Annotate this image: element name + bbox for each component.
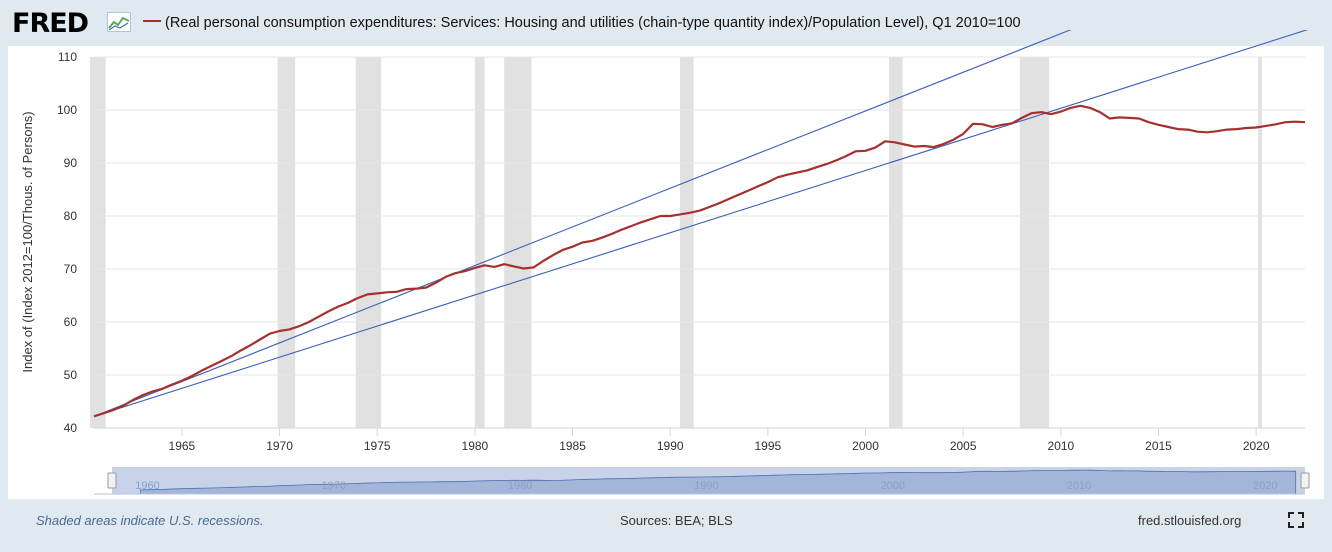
trendline — [93, 30, 1072, 417]
recession-band — [504, 57, 532, 428]
recession-band — [679, 57, 694, 428]
y-tick-label: 70 — [64, 262, 78, 276]
navigator-tick-label: 1970 — [322, 480, 346, 492]
chart-panel — [8, 46, 1324, 499]
y-tick-label: 80 — [64, 209, 78, 223]
y-tick-label: 110 — [58, 50, 77, 64]
y-tick-label: 40 — [64, 421, 78, 435]
x-tick-label: 2005 — [950, 439, 977, 453]
recession-band — [1258, 57, 1263, 428]
sources-text: Sources: BEA; BLS — [620, 513, 733, 528]
recession-note: Shaded areas indicate U.S. recessions. — [36, 513, 264, 528]
recession-band — [90, 57, 106, 428]
y-tick-label: 60 — [64, 315, 78, 329]
navigator-tick-label: 1990 — [694, 480, 718, 492]
x-tick-label: 2010 — [1047, 439, 1074, 453]
x-tick-label: 1985 — [559, 439, 586, 453]
navigator-tick-label: 2020 — [1253, 480, 1277, 492]
series-swatch — [143, 20, 161, 23]
x-tick-label: 2015 — [1145, 439, 1172, 453]
recession-band — [1019, 57, 1050, 428]
site-link[interactable]: fred.stlouisfed.org — [1138, 513, 1242, 528]
x-tick-label: 2020 — [1243, 439, 1270, 453]
fullscreen-icon[interactable] — [1288, 512, 1304, 528]
fred-logo[interactable]: FRED — [12, 8, 89, 39]
x-tick-label: 1965 — [169, 439, 196, 453]
y-axis-label: Index of (Index 2012=100/Thous. of Perso… — [20, 111, 35, 372]
navigator-tick-label: 1960 — [135, 480, 159, 492]
x-tick-label: 1975 — [364, 439, 391, 453]
navigator-handle-icon[interactable] — [1300, 472, 1310, 489]
navigator-series — [140, 469, 1297, 495]
navigator-handle-icon[interactable] — [107, 472, 117, 489]
trendline — [93, 30, 1309, 417]
recession-band — [355, 57, 382, 428]
recession-band — [474, 57, 485, 428]
x-tick-label: 1970 — [266, 439, 293, 453]
recession-band — [277, 57, 296, 428]
y-tick-label: 50 — [64, 368, 78, 382]
fred-chart-icon — [107, 12, 131, 32]
y-tick-label: 90 — [64, 156, 78, 170]
navigator-tick-label: 2000 — [880, 480, 904, 492]
x-tick-label: 2000 — [852, 439, 879, 453]
series-legend[interactable]: (Real personal consumption expenditures:… — [143, 15, 1021, 31]
series-line[interactable] — [93, 104, 1306, 418]
chart-header: FRED (Real personal consumption expendit… — [0, 0, 1332, 50]
x-tick-label: 1980 — [462, 439, 489, 453]
navigator-tick-label: 1980 — [508, 480, 532, 492]
navigator-tick-label: 2010 — [1067, 480, 1091, 492]
x-tick-label: 1990 — [657, 439, 684, 453]
recession-band — [888, 57, 903, 428]
y-tick-label: 100 — [57, 103, 77, 117]
series-legend-label: (Real personal consumption expenditures:… — [165, 15, 1021, 31]
x-tick-label: 1995 — [755, 439, 782, 453]
